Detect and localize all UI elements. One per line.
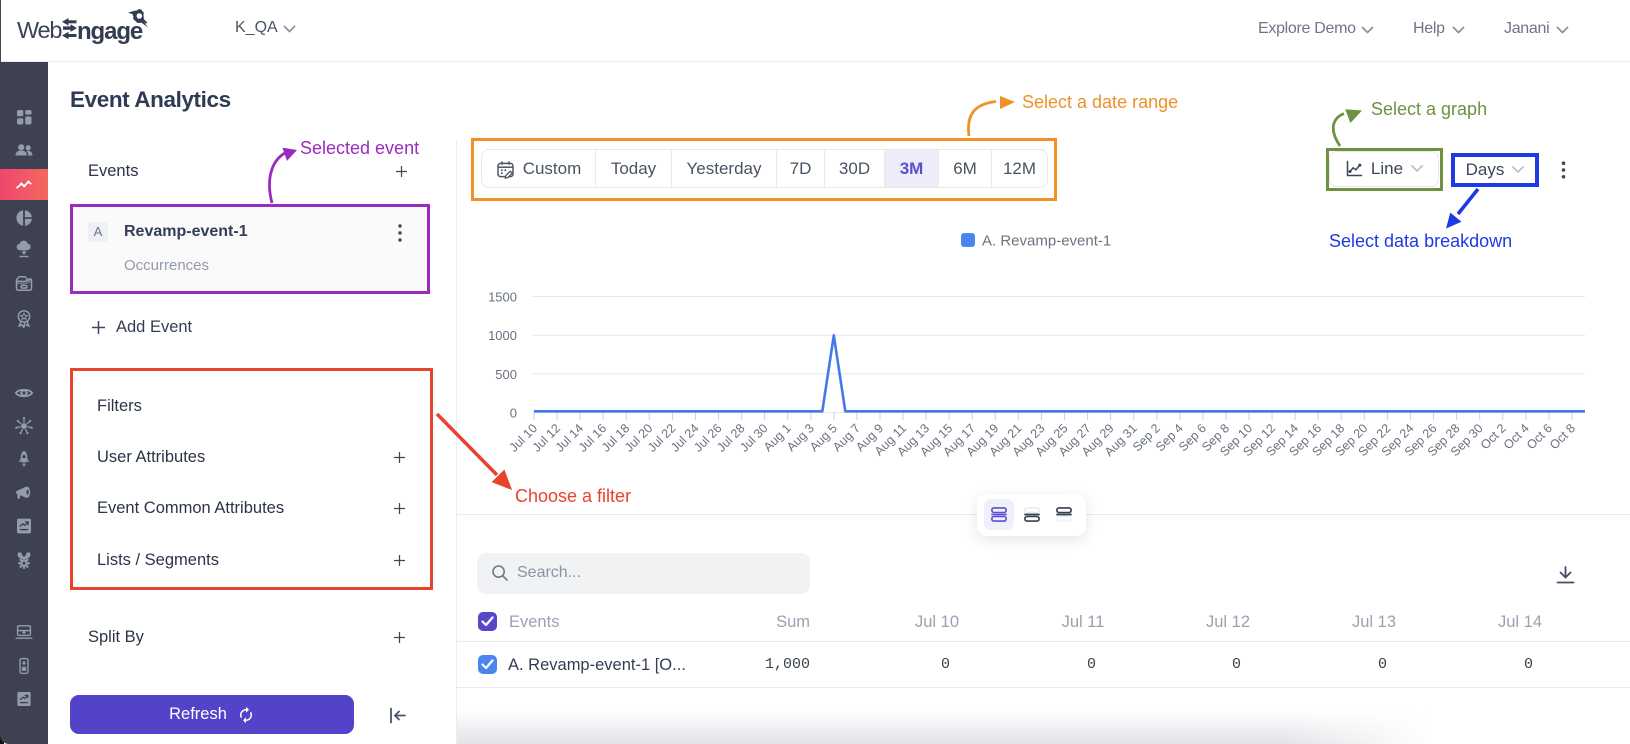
svg-text:500: 500 <box>495 367 517 382</box>
svg-text:Web: Web <box>17 17 62 43</box>
svg-text:0: 0 <box>510 406 517 421</box>
svg-text:1500: 1500 <box>488 290 517 305</box>
svg-text:Oct 6: Oct 6 <box>1524 421 1555 452</box>
svg-text:ngage: ngage <box>77 18 143 45</box>
svg-text:A. Revamp-event-1: A. Revamp-event-1 <box>982 233 1111 250</box>
svg-text:1000: 1000 <box>488 328 517 343</box>
svg-text:Oct 4: Oct 4 <box>1501 421 1532 452</box>
svg-text:Oct 2: Oct 2 <box>1478 421 1509 452</box>
svg-text:Oct 8: Oct 8 <box>1547 421 1578 452</box>
